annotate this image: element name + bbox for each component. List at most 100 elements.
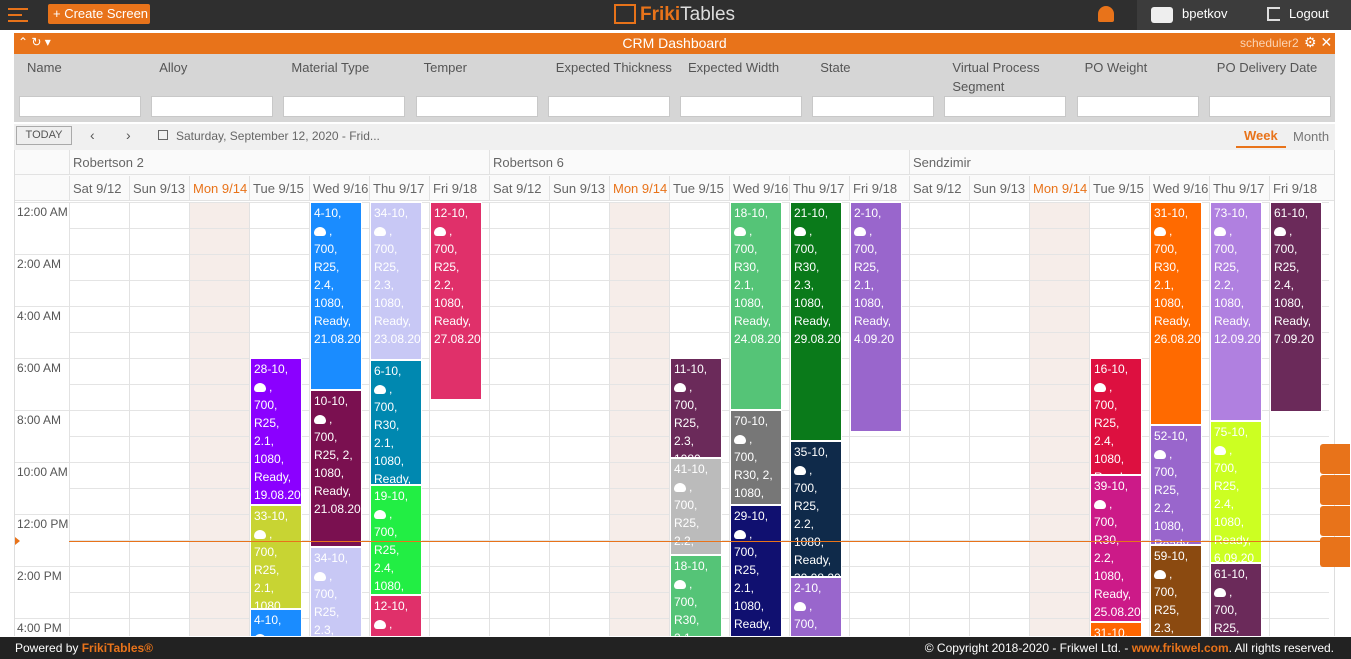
material-icon: [734, 530, 746, 540]
filter-input[interactable]: [1208, 96, 1331, 117]
filter-input[interactable]: [283, 96, 406, 117]
event[interactable]: 31-10,, 700, R30, 2.1, 1080, Ready, 26.08.20: [1150, 202, 1202, 425]
event-line: 6.09.20: [1214, 549, 1258, 562]
material-icon: [674, 483, 686, 493]
event-text: ,: [329, 569, 333, 583]
save-button[interactable]: [1320, 444, 1350, 474]
event[interactable]: 61-10,, 700, R25, 2.4: [1210, 563, 1262, 636]
event-line: 700,: [674, 396, 718, 414]
date-range[interactable]: Saturday, September 12, 2020 - Frid...: [176, 129, 380, 143]
today-button[interactable]: TODAY: [16, 126, 72, 145]
event-line: Ready,: [434, 312, 478, 330]
filter-input[interactable]: [812, 96, 935, 117]
calendar-icon[interactable]: [158, 130, 168, 140]
event-text: 700,: [374, 242, 398, 256]
event[interactable]: 29-10,, 700, R25, 2.1, 1080, Ready, 24.08.20: [730, 505, 782, 636]
next-button[interactable]: ›: [126, 127, 131, 143]
menu-button[interactable]: [8, 6, 28, 24]
event[interactable]: 41-10,, 700, R25, 2.2, 1080,: [670, 458, 722, 555]
event[interactable]: 21-10,, 700, R30, 2.3, 1080, Ready, 29.08.20: [790, 202, 842, 441]
event[interactable]: 19-10,,700,R25, 2.4,1080,Ready,: [370, 485, 422, 595]
filter-input[interactable]: [1076, 96, 1199, 117]
event-line: ,: [794, 597, 838, 615]
prev-button[interactable]: ‹: [90, 127, 95, 143]
event[interactable]: 11-10,,700,R25, 2.3,1080,Ready,: [670, 358, 722, 458]
event-line: 700,: [734, 543, 778, 561]
create-screen-button[interactable]: + Create Screen: [48, 4, 150, 24]
more-button[interactable]: [1320, 537, 1350, 567]
filter-input[interactable]: [680, 96, 802, 117]
event-line: 31-10,: [1154, 204, 1198, 222]
filter-input[interactable]: [151, 96, 274, 117]
event-line: ,: [1154, 445, 1198, 463]
event-text: 700,: [1154, 242, 1178, 256]
filter-input[interactable]: [944, 96, 1067, 117]
event-text: 1080,: [314, 296, 345, 310]
event[interactable]: 35-10,, 700, R25, 2.2, 1080, Ready, 30.08.20: [790, 441, 842, 577]
event-text: 700,: [374, 525, 398, 539]
filter-input[interactable]: [415, 96, 538, 117]
event-text: 75-10,: [1214, 425, 1249, 439]
event[interactable]: 4-10,, 700, R25, 2.4, 1080, Ready, 21.08.20: [310, 202, 362, 390]
logout[interactable]: Logout: [1289, 6, 1329, 21]
user-icon[interactable]: [1098, 6, 1114, 22]
event[interactable]: 33-10,,700,R25, 2.1,1080,Ready,: [250, 505, 302, 609]
event-line: Ready,: [1094, 468, 1138, 474]
event[interactable]: 10-10,, 700, R25, 2, 1080, Ready, 21.08.20: [310, 390, 362, 547]
event-line: R25, 2.4,: [374, 541, 418, 577]
event-text: 700,: [1094, 515, 1118, 529]
event[interactable]: 12-10,, 700, R25, 2.2, 1080, Ready, 27.08.20: [430, 202, 482, 400]
event[interactable]: 18-10,, 700, R30, 2.1, 1080, Ready, 24.08.20: [730, 202, 782, 410]
event-line: 19-10,: [374, 487, 418, 505]
logo-icon: [614, 4, 636, 24]
filter-label: Name: [27, 60, 62, 75]
event[interactable]: 4-10,,: [250, 609, 302, 636]
event[interactable]: 31-10,: [1090, 622, 1142, 636]
event[interactable]: 34-10,, 700, R25, 2.3, 1080, Ready, 23.08.20: [370, 202, 422, 360]
view-week[interactable]: Week: [1236, 128, 1286, 148]
preview-button[interactable]: [1320, 475, 1350, 505]
event-text: 18-10,: [734, 206, 769, 220]
event-text: 1080,: [1214, 296, 1245, 310]
event-text: R30, 2.3,: [794, 260, 820, 292]
event[interactable]: 18-10,, 700, R30, 2.1,: [670, 555, 722, 636]
panel-controls[interactable]: ⌃ ↻ ▾: [18, 35, 51, 49]
filter-input[interactable]: [19, 96, 141, 117]
delete-button[interactable]: [1320, 506, 1350, 536]
event-text: 16-10,: [1094, 362, 1129, 376]
event[interactable]: 70-10,, 700, R30, 2, 1080,: [730, 410, 782, 505]
day-header: Mon 9/14: [609, 176, 669, 201]
user-name[interactable]: bpetkov: [1182, 6, 1228, 21]
event[interactable]: 34-10,,700,R25, 2.3,1080,: [310, 547, 362, 636]
event-line: 73-10,: [1214, 204, 1258, 222]
event[interactable]: 28-10,, 700, R25, 2.1, 1080, Ready, 19.08.20: [250, 358, 302, 505]
material-icon: [374, 510, 386, 520]
event-text: 21.08.20: [314, 502, 361, 516]
event[interactable]: 75-10,, 700, R25, 2.4, 1080, Ready, 6.09.20: [1210, 421, 1262, 563]
event[interactable]: 16-10,, 700, R25, 2.4, 1080, Ready,: [1090, 358, 1142, 475]
event[interactable]: 73-10,, 700, R25, 2.2, 1080, Ready, 12.09.20: [1210, 202, 1262, 421]
event[interactable]: 61-10,, 700, R25, 2.4, 1080, Ready, 7.09.20: [1270, 202, 1322, 412]
filter-input[interactable]: [547, 96, 670, 117]
event-line: R25, 2.4: [1214, 619, 1258, 636]
event-text: R25, 2.4,: [374, 543, 400, 575]
panel-header: ⌃ ↻ ▾ CRM Dashboard scheduler2 ⚙ ✕: [14, 33, 1335, 54]
event-line: 1080,: [854, 294, 898, 312]
event[interactable]: 52-10,, 700, R25, 2.2, 1080, Ready,: [1150, 425, 1202, 545]
event[interactable]: 59-10,,700,R25, 2.3,1080,: [1150, 545, 1202, 636]
time-label: 8:00 AM: [17, 413, 62, 427]
event[interactable]: 2-10,, 700, R25, 2.1, 1080, Ready, 4.09.20: [850, 202, 902, 432]
event-text: R25, 2.4,: [1274, 260, 1300, 292]
event[interactable]: 2-10,, 700,: [790, 577, 842, 636]
event-text: 27.08.20: [434, 332, 481, 346]
view-month[interactable]: Month: [1293, 129, 1330, 144]
time-label: 12:00 AM: [17, 205, 68, 219]
event-line: ,: [794, 222, 838, 240]
event-text: R25, 2,: [314, 448, 353, 462]
panel-close[interactable]: ⚙ ✕: [1304, 34, 1333, 50]
event[interactable]: 6-10,,700,R30, 2.1,1080,Ready,25.08.20: [370, 360, 422, 485]
event[interactable]: 39-10,, 700, R30, 2.2, 1080, Ready, 25.08.20: [1090, 475, 1142, 622]
material-icon: [674, 383, 686, 393]
link[interactable]: www.frikwel.com: [1131, 641, 1229, 655]
event[interactable]: 12-10,,: [370, 595, 422, 636]
